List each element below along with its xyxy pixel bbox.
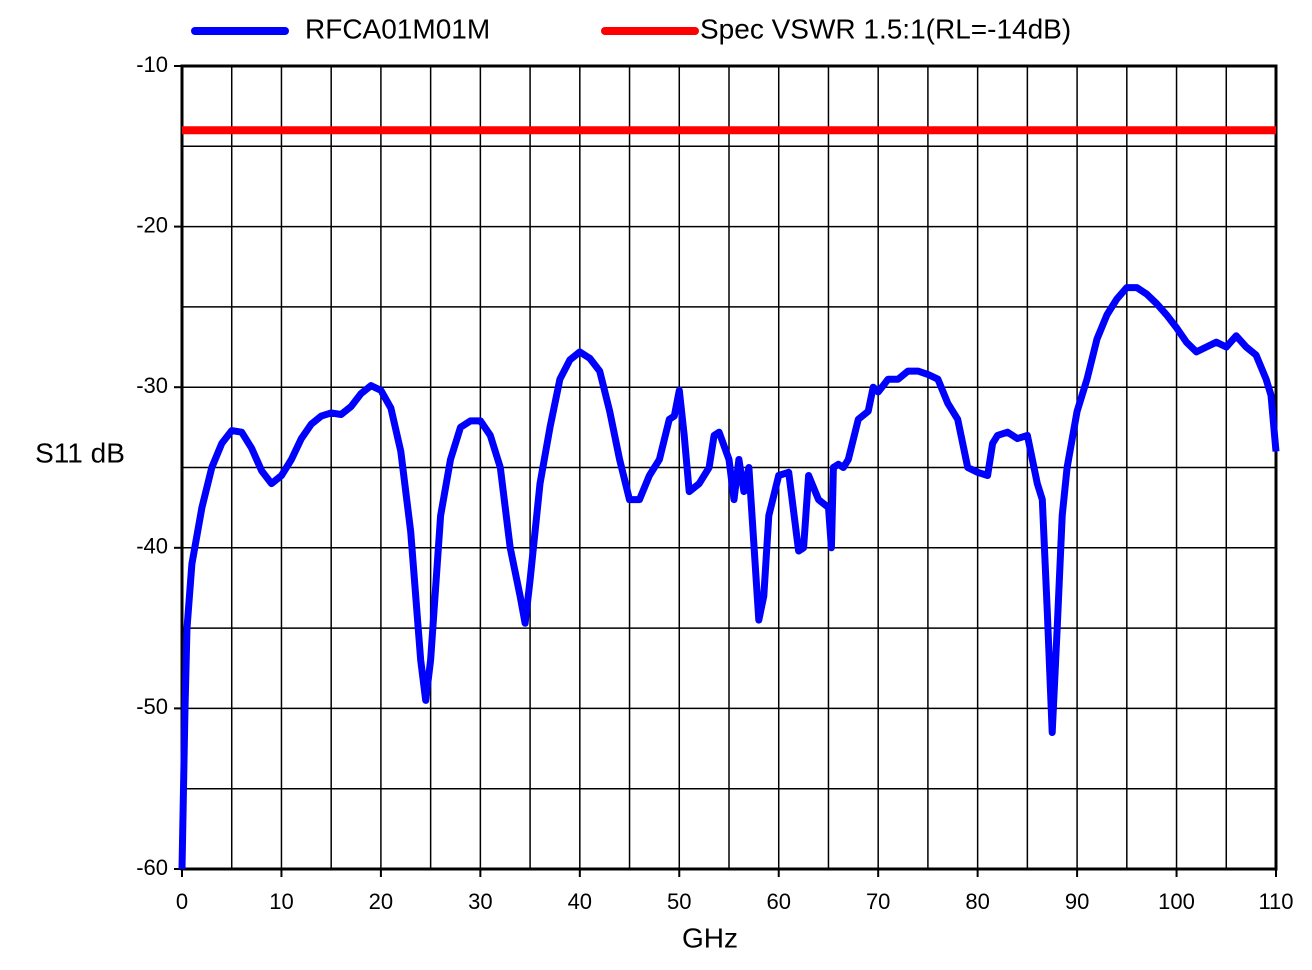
x-tick-label: 100 [1158, 889, 1195, 914]
y-tick-label: -40 [136, 534, 168, 559]
x-axis-label: GHz [682, 922, 738, 953]
x-tick-label: 60 [766, 889, 790, 914]
y-tick-label: -20 [136, 212, 168, 237]
x-tick-label: 20 [369, 889, 393, 914]
x-tick-label: 110 [1258, 889, 1293, 914]
x-tick-label: 40 [568, 889, 592, 914]
legend-label: Spec VSWR 1.5:1(RL=-14dB) [700, 13, 1071, 44]
x-tick-label: 50 [667, 889, 691, 914]
x-tick-label: 70 [866, 889, 890, 914]
x-tick-label: 10 [269, 889, 293, 914]
y-tick-label: -60 [136, 855, 168, 880]
y-tick-label: -10 [136, 52, 168, 77]
y-tick-label: -50 [136, 694, 168, 719]
series-line [178, 284, 1280, 870]
x-tick-label: 80 [965, 889, 989, 914]
y-axis-label: S11 dB [35, 437, 125, 468]
x-tick-label: 90 [1065, 889, 1089, 914]
legend-label: RFCA01M01M [305, 13, 490, 44]
y-tick-label: -30 [136, 373, 168, 398]
plot-frame [180, 64, 1278, 871]
x-tick-label: 0 [176, 889, 188, 914]
x-tick-label: 30 [468, 889, 492, 914]
